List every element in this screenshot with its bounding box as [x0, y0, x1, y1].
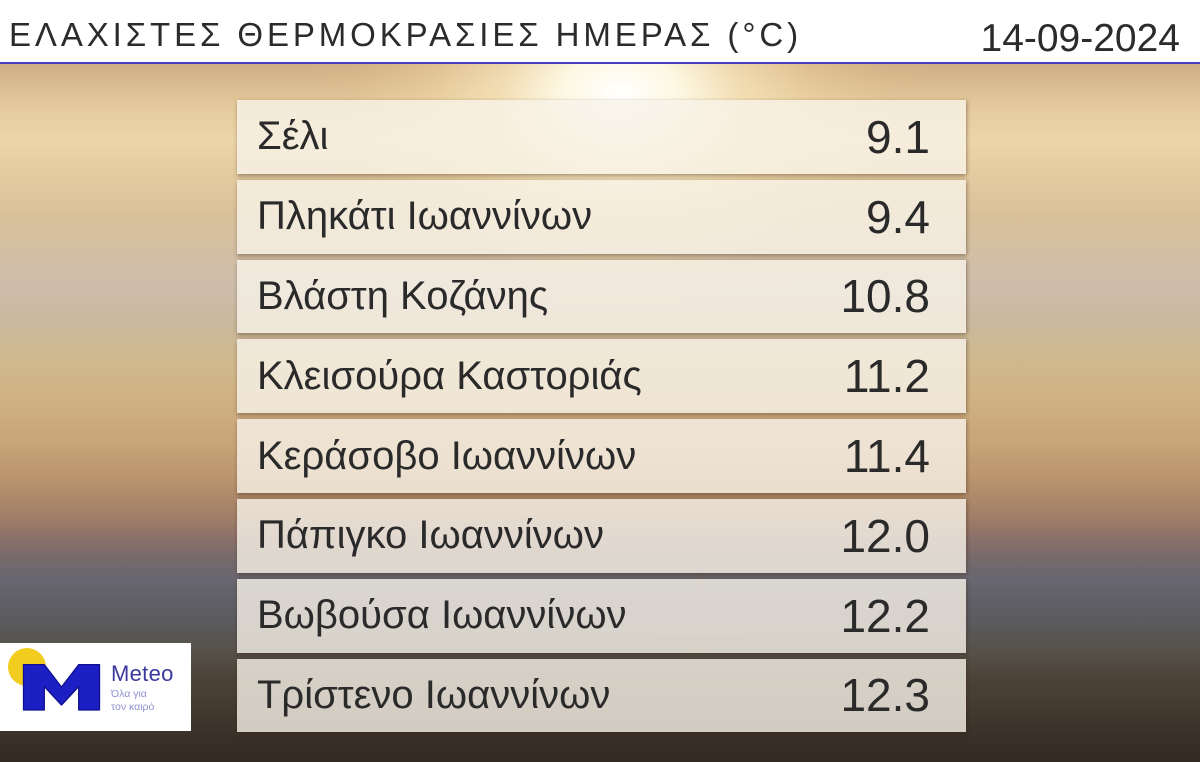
svg-text:Όλα για: Όλα για — [110, 688, 147, 700]
svg-text:τον καιρό: τον καιρό — [111, 701, 155, 713]
svg-text:Meteo: Meteo — [111, 661, 174, 686]
